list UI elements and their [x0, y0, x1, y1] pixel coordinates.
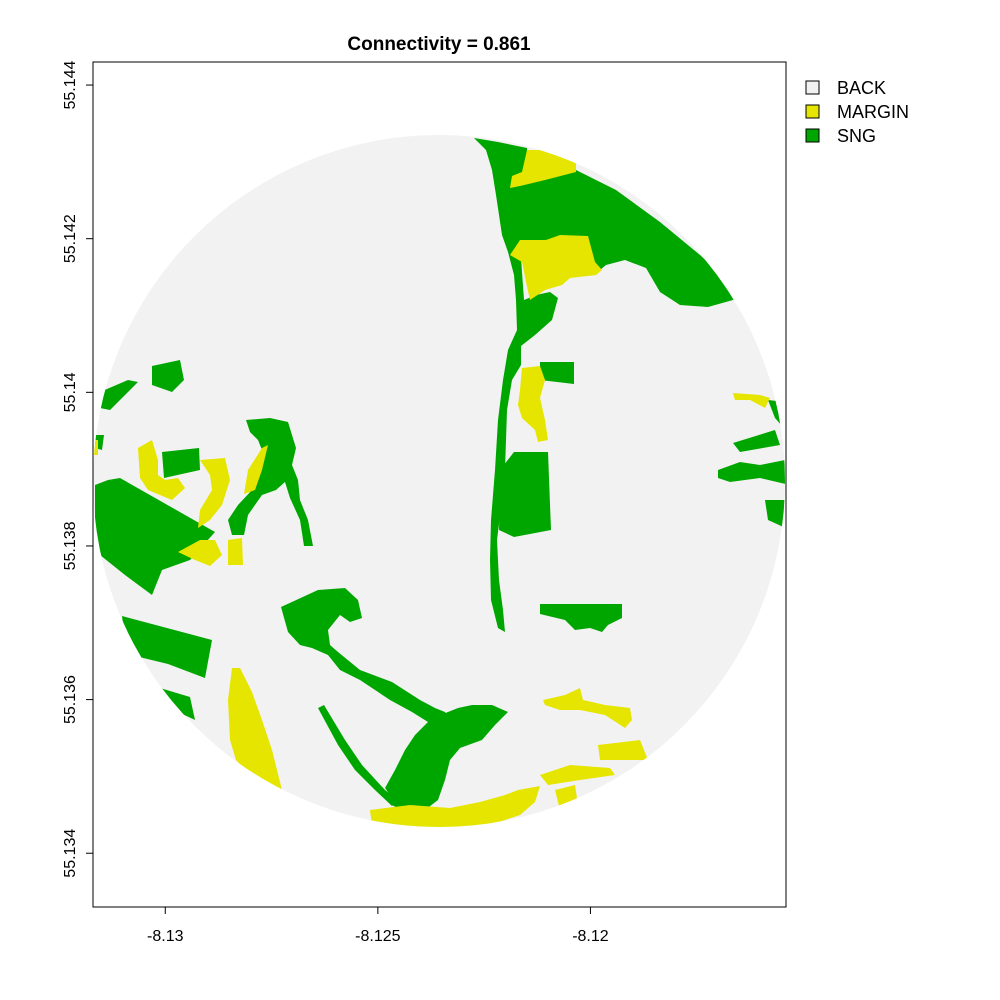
margin-patch	[733, 393, 770, 408]
x-tick-label: -8.13	[147, 928, 184, 945]
margin-patch	[598, 740, 648, 760]
margin-patch	[244, 445, 268, 494]
margin-patch	[510, 150, 576, 188]
y-tick-label: 55.14	[62, 372, 79, 412]
sng-patch	[95, 478, 215, 595]
y-tick-label: 55.136	[62, 675, 79, 724]
sng-patch	[160, 688, 195, 720]
margin-patch	[138, 440, 185, 500]
legend-label-back: BACK	[837, 78, 886, 98]
legend-item-back: BACK	[805, 78, 886, 98]
sng-patch	[718, 460, 785, 485]
sng-patch	[162, 448, 200, 478]
margin-patches	[94, 150, 770, 827]
sng-patch	[733, 430, 780, 452]
sng-patch	[474, 138, 740, 632]
sng-patch	[281, 588, 450, 802]
legend-swatch-margin	[805, 104, 820, 119]
margin-patch	[228, 538, 243, 565]
sng-patches	[95, 138, 785, 812]
legend-label-margin: MARGIN	[837, 102, 909, 122]
sng-patch	[100, 380, 138, 410]
x-axis: -8.13 -8.125 -8.12	[147, 906, 609, 945]
legend: BACK MARGIN SNG	[805, 78, 909, 146]
sng-patch	[499, 452, 551, 537]
margin-patch	[94, 440, 98, 455]
margin-patch	[510, 235, 602, 300]
y-tick-label: 55.138	[62, 521, 79, 570]
y-tick-label: 55.142	[62, 214, 79, 263]
y-axis: 55.144 55.142 55.14 55.138 55.136 55.134	[62, 60, 94, 878]
legend-swatch-back	[805, 80, 820, 95]
plot-title: Connectivity = 0.861	[347, 34, 531, 55]
y-tick-label: 55.134	[62, 829, 79, 878]
landcover-patches	[94, 138, 785, 827]
y-tick-label: 55.144	[62, 60, 79, 109]
margin-patch	[540, 765, 615, 785]
sng-patch	[152, 360, 184, 392]
margin-patch	[543, 688, 632, 728]
legend-swatch-sng	[805, 128, 820, 143]
sng-patch	[392, 705, 508, 812]
legend-item-margin: MARGIN	[805, 102, 909, 122]
sng-patch	[540, 362, 574, 384]
buffer-background-area	[93, 135, 785, 827]
sng-patch	[540, 604, 622, 632]
margin-patch	[518, 366, 548, 442]
sng-patch	[228, 418, 313, 546]
margin-patch	[228, 668, 282, 790]
sng-patch	[318, 705, 398, 806]
margin-patch	[370, 786, 540, 827]
x-tick-label: -8.125	[355, 928, 400, 945]
legend-label-sng: SNG	[837, 126, 876, 146]
margin-patch	[178, 540, 222, 566]
sng-patch	[122, 616, 212, 678]
margin-patch	[198, 458, 230, 528]
x-tick-label: -8.12	[572, 928, 609, 945]
legend-item-sng: SNG	[805, 126, 876, 146]
